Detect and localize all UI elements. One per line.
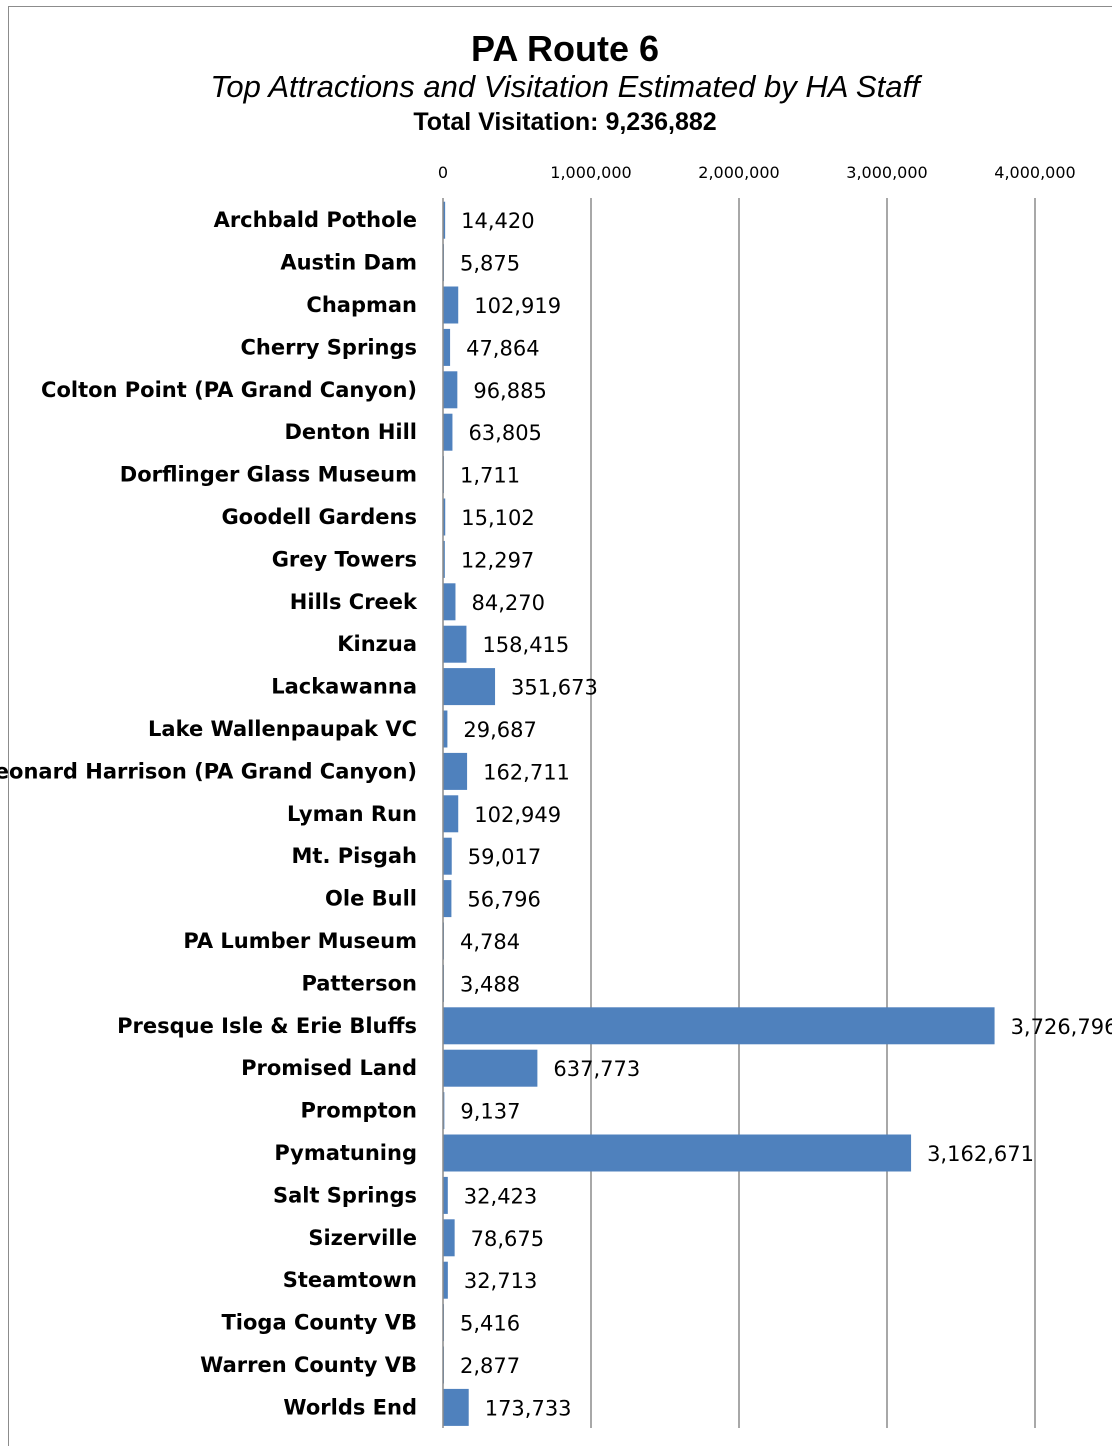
bar (443, 498, 446, 536)
bar (443, 625, 467, 663)
value-label: 96,885 (473, 379, 546, 403)
bar (443, 201, 446, 239)
category-label: PA Lumber Museum (183, 929, 417, 953)
category-label: Colton Point (PA Grand Canyon) (41, 378, 417, 402)
category-label: Promised Land (241, 1056, 417, 1080)
x-tick-label: 2,000,000 (698, 163, 779, 182)
value-label: 78,675 (471, 1227, 544, 1251)
bar (443, 1049, 538, 1087)
value-label: 637,773 (553, 1057, 640, 1081)
category-label: Presque Isle & Erie Bluffs (117, 1014, 417, 1038)
value-label: 5,875 (460, 252, 520, 276)
value-label: 63,805 (468, 421, 541, 445)
x-tick-label: 1,000,000 (550, 163, 631, 182)
bar (443, 286, 459, 324)
value-label: 2,877 (460, 1354, 520, 1378)
value-label: 102,949 (474, 803, 561, 827)
value-label: 158,415 (482, 633, 569, 657)
bar (443, 371, 458, 409)
value-label: 14,420 (461, 209, 534, 233)
bar (443, 880, 452, 918)
chart-frame (8, 6, 1112, 1446)
category-label: Hills Creek (290, 590, 418, 614)
value-label: 3,162,671 (927, 1142, 1034, 1166)
category-label: Ole Bull (325, 887, 417, 911)
category-label: Leonard Harrison (PA Grand Canyon) (0, 759, 417, 783)
value-label: 351,673 (511, 676, 598, 700)
category-label: Denton Hill (284, 420, 417, 444)
category-label: Steamtown (283, 1268, 417, 1292)
category-label: Patterson (301, 971, 417, 995)
bar (443, 1219, 455, 1257)
bar (443, 328, 451, 366)
value-label: 3,726,796 (1011, 1015, 1112, 1039)
total-visitation-label: Total Visitation: 9,236,882 (413, 108, 717, 136)
category-label: Archbald Pothole (214, 208, 417, 232)
value-label: 5,416 (460, 1312, 520, 1336)
bar (443, 1134, 912, 1172)
value-label: 102,919 (474, 294, 561, 318)
value-label: 32,713 (464, 1269, 537, 1293)
bar (443, 668, 496, 706)
bar (443, 1261, 448, 1299)
category-label: Goodell Gardens (221, 505, 417, 529)
chart-title: PA Route 6 (470, 28, 659, 69)
category-label: Dorflinger Glass Museum (120, 463, 417, 487)
x-tick-label: 0 (438, 163, 448, 182)
category-label: Tioga County VB (221, 1311, 417, 1335)
value-label: 56,796 (467, 888, 540, 912)
value-label: 162,711 (483, 760, 570, 784)
value-label: 173,733 (485, 1396, 572, 1420)
bar (443, 752, 468, 790)
x-tick-label: 4,000,000 (994, 163, 1075, 182)
category-label: Grey Towers (272, 547, 417, 571)
category-label: Warren County VB (200, 1353, 417, 1377)
category-label: Chapman (306, 293, 417, 317)
category-label: Worlds End (283, 1395, 417, 1419)
value-label: 47,864 (466, 336, 539, 360)
bar (443, 583, 456, 621)
category-label: Salt Springs (273, 1183, 417, 1207)
value-label: 84,270 (471, 591, 544, 615)
x-tick-label: 3,000,000 (846, 163, 927, 182)
bar (443, 1176, 448, 1214)
bar (443, 540, 445, 578)
value-label: 4,784 (460, 930, 520, 954)
category-label: Kinzua (337, 632, 417, 656)
category-label: Austin Dam (280, 251, 417, 275)
category-label: Prompton (300, 1099, 417, 1123)
bar (443, 710, 448, 748)
value-label: 9,137 (460, 1100, 520, 1124)
bar (443, 1388, 469, 1426)
bar (443, 837, 452, 875)
value-label: 12,297 (461, 548, 534, 572)
value-label: 59,017 (468, 845, 541, 869)
category-label: Pymatuning (274, 1141, 417, 1165)
value-label: 32,423 (464, 1184, 537, 1208)
category-label: Sizerville (308, 1226, 417, 1250)
value-label: 15,102 (461, 506, 534, 530)
bar (443, 413, 453, 451)
category-label: Lyman Run (287, 802, 417, 826)
category-label: Mt. Pisgah (292, 844, 417, 868)
category-label: Cherry Springs (240, 335, 417, 359)
chart-subtitle: Top Attractions and Visitation Estimated… (210, 69, 920, 104)
bar (443, 1007, 995, 1045)
category-label: Lake Wallenpaupak VC (148, 717, 417, 741)
value-label: 3,488 (460, 972, 520, 996)
value-label: 29,687 (463, 718, 536, 742)
category-label: Lackawanna (271, 675, 417, 699)
bar (443, 795, 459, 833)
value-label: 1,711 (460, 464, 520, 488)
